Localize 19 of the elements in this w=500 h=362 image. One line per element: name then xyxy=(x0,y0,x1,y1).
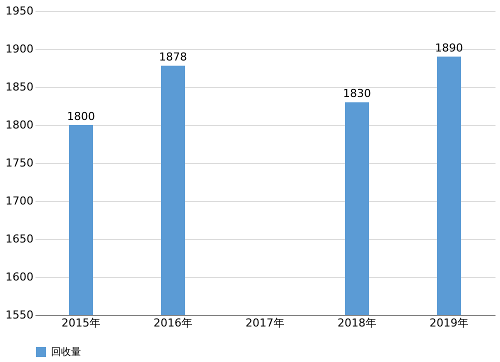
x-tick-label: 2018年 xyxy=(338,316,376,330)
x-tick-label: 2019年 xyxy=(430,316,468,330)
data-label: 1890 xyxy=(435,42,463,55)
y-tick-label: 1550 xyxy=(6,308,34,322)
y-tick-label: 1850 xyxy=(6,80,34,94)
data-label: 1878 xyxy=(159,50,187,64)
y-tick-label: 1650 xyxy=(6,232,34,246)
legend-label: 回收量 xyxy=(51,347,81,358)
y-tick-label: 1700 xyxy=(6,194,34,208)
y-tick-label: 1750 xyxy=(6,156,34,170)
y-tick-label: 1600 xyxy=(6,270,34,284)
x-tick-label: 2017年 xyxy=(246,316,284,330)
y-tick-label: 1950 xyxy=(6,4,34,18)
y-tick-label: 1900 xyxy=(6,42,34,56)
x-tick-label: 2016年 xyxy=(154,316,192,330)
x-tick-label: 2015年 xyxy=(62,316,100,330)
y-tick-label: 1800 xyxy=(6,118,34,132)
data-label: 1830 xyxy=(343,87,371,100)
data-label: 1800 xyxy=(67,110,95,123)
